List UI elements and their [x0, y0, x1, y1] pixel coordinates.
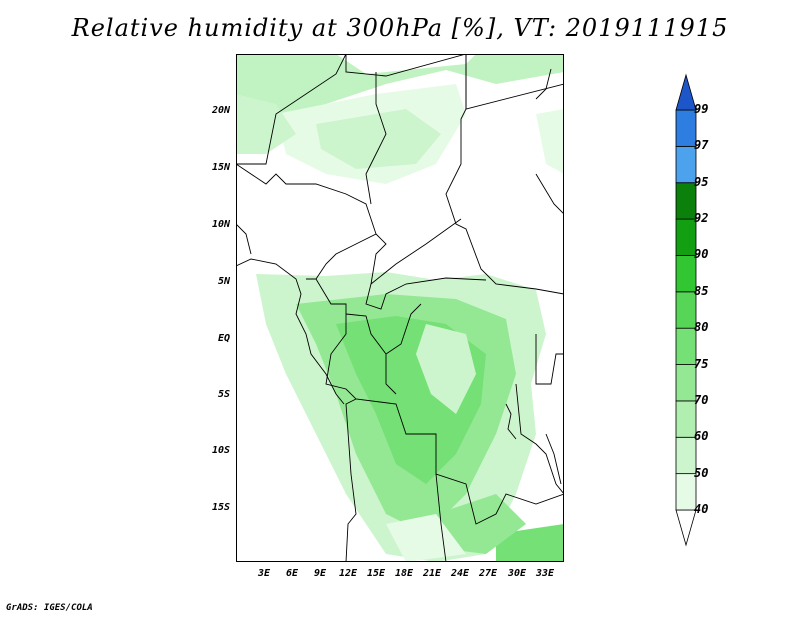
- colorbar-bin: [675, 473, 697, 511]
- colorbar-label: 97: [694, 138, 709, 153]
- colorbar-label: 70: [694, 392, 709, 407]
- humidity-map: [236, 54, 564, 562]
- colorbar-bin: [675, 182, 697, 220]
- colorbar-bin: [675, 255, 697, 293]
- map-title: Relative humidity at 300hPa [%], VT: 201…: [71, 14, 729, 42]
- colorbar-bin: [675, 327, 697, 365]
- colorbar-bin: [675, 291, 697, 329]
- lon-label-9e: 9E: [313, 568, 327, 579]
- humidity-shading: [236, 54, 564, 562]
- country-borders: [236, 54, 564, 562]
- lon-label-6e: 6E: [285, 568, 299, 579]
- colorbar-label: 99: [694, 102, 709, 116]
- lat-label-5s: 5S: [217, 389, 230, 400]
- colorbar-label: 80: [694, 320, 709, 335]
- lat-label-5n: 5N: [217, 276, 230, 287]
- lat-label-15s: 15S: [211, 502, 230, 513]
- lon-label-3e: 3E: [257, 568, 271, 579]
- lon-label-21e: 21E: [422, 568, 442, 579]
- colorbar-bin: [675, 436, 697, 475]
- colorbar-bin: [675, 364, 697, 402]
- lat-label-20n: 20N: [211, 105, 230, 116]
- colorbar-bin: [675, 109, 697, 147]
- colorbar-bin: [675, 73, 697, 111]
- lon-label-27e: 27E: [478, 568, 498, 579]
- colorbar-bin: [675, 218, 697, 256]
- lat-label-15n: 15N: [211, 162, 230, 173]
- lon-label-33e: 33E: [535, 568, 555, 579]
- colorbar-label: 95: [694, 174, 709, 189]
- grads-credit: GrADS: IGES/COLA: [6, 603, 93, 613]
- colorbar-label: 92: [694, 211, 709, 226]
- colorbar-label: 75: [694, 356, 709, 371]
- lat-label-eq: EQ: [217, 333, 230, 344]
- colorbar-label: 50: [694, 465, 709, 480]
- lon-label-15e: 15E: [366, 568, 386, 579]
- colorbar-label: 40: [694, 502, 709, 516]
- colorbar-bin: [675, 509, 697, 547]
- lon-label-30e: 30E: [507, 568, 527, 579]
- colorbar-label: 90: [694, 247, 709, 262]
- colorbar-label: 85: [694, 283, 709, 298]
- colorbar: [675, 73, 697, 547]
- lon-label-24e: 24E: [450, 568, 470, 579]
- lat-label-10n: 10N: [211, 219, 230, 230]
- colorbar-bin: [675, 400, 697, 438]
- lat-label-10s: 10S: [211, 445, 230, 456]
- colorbar-bin: [675, 145, 697, 184]
- colorbar-label: 60: [694, 429, 709, 444]
- lon-label-18e: 18E: [394, 568, 414, 579]
- lon-label-12e: 12E: [338, 568, 358, 579]
